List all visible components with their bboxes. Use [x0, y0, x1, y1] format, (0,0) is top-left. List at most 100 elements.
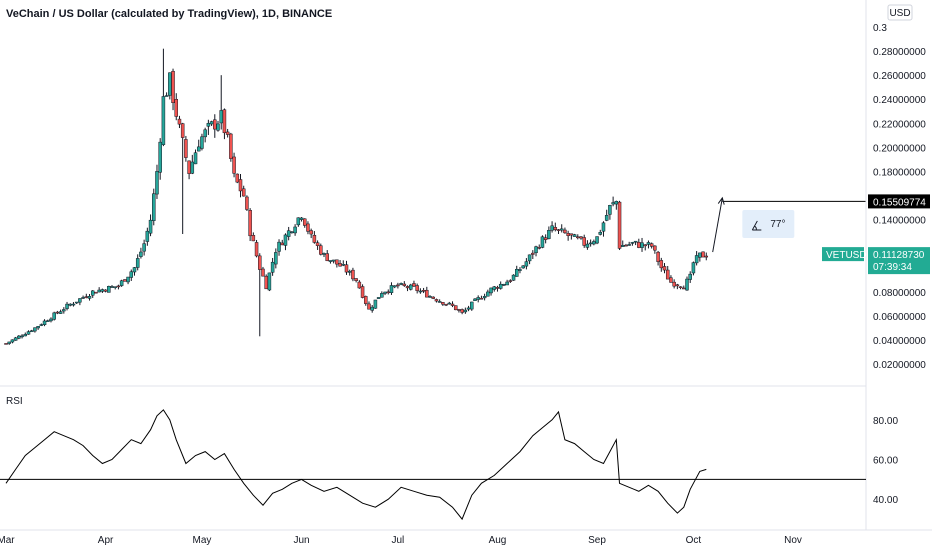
- candle-body: [537, 247, 541, 249]
- candle-body: [229, 133, 233, 159]
- candle-body: [94, 291, 98, 294]
- candle-body: [206, 123, 211, 127]
- candle-body: [129, 271, 134, 278]
- candle-body: [367, 303, 371, 310]
- candle-body: [293, 226, 297, 234]
- candle-body: [258, 255, 262, 270]
- candle-body: [296, 217, 301, 226]
- candle-body: [492, 286, 497, 290]
- candle-body: [531, 252, 535, 255]
- candle-body: [13, 337, 18, 341]
- candle-body: [547, 230, 551, 239]
- candle-body: [20, 335, 24, 338]
- candle-body: [402, 283, 407, 286]
- candle-body: [441, 302, 445, 305]
- candle-body: [277, 241, 281, 252]
- candle-body: [380, 293, 384, 298]
- candle-body: [100, 289, 105, 292]
- price-tick-label: 0.06000000: [873, 312, 926, 323]
- symbol-tag: VETUSD: [826, 250, 867, 261]
- candle-body: [216, 123, 220, 131]
- candle-body: [540, 236, 545, 248]
- time-tick-label: Nov: [784, 535, 802, 546]
- candle-body: [90, 290, 95, 296]
- candle-body: [155, 171, 159, 195]
- candle-body: [46, 320, 50, 322]
- candle-body: [174, 99, 178, 117]
- candle-body: [36, 326, 40, 329]
- candle-body: [71, 303, 76, 306]
- candle-body: [33, 327, 37, 332]
- candle-body: [309, 230, 313, 235]
- price-tick-label: 0.04000000: [873, 336, 926, 347]
- candle-body: [161, 96, 166, 145]
- candle-body: [569, 233, 574, 236]
- candle-body: [601, 222, 606, 232]
- candle-body: [701, 251, 705, 258]
- candle-body: [203, 129, 207, 138]
- candle-body: [245, 196, 249, 210]
- candle-body: [559, 228, 564, 231]
- chart-title: VeChain / US Dollar (calculated by Tradi…: [6, 8, 332, 20]
- time-tick-label: Jun: [293, 535, 309, 546]
- candle-body: [325, 253, 329, 262]
- candle-body: [7, 341, 11, 344]
- projection-arrow[interactable]: [712, 196, 725, 253]
- candle-body: [514, 268, 519, 277]
- candle-body: [184, 139, 188, 158]
- candle-body: [373, 299, 378, 309]
- candle-body: [682, 287, 686, 290]
- price-tick-label: 0.22000000: [873, 119, 926, 130]
- last-price-tag: 0.11128730: [873, 250, 925, 261]
- candle-body: [672, 281, 676, 287]
- candle-body: [646, 242, 651, 245]
- candle-body: [386, 291, 391, 294]
- candle-body: [470, 301, 474, 310]
- candle-body: [592, 241, 596, 245]
- candle-body: [84, 296, 89, 298]
- candle-body: [290, 231, 294, 234]
- time-tick-label: Aug: [489, 535, 507, 546]
- countdown-tag: 07:39:34: [873, 262, 912, 273]
- candle-body: [669, 277, 673, 283]
- candle-body: [479, 297, 484, 300]
- candle-body: [694, 255, 699, 264]
- candle-body: [306, 223, 310, 232]
- candle-body: [621, 245, 625, 247]
- candle-body: [135, 258, 140, 268]
- candle-body: [563, 229, 567, 234]
- candle-body: [450, 303, 455, 306]
- candle-body: [29, 330, 34, 333]
- candle-body: [261, 268, 265, 277]
- symbol-tag-box: [822, 247, 864, 262]
- candle-body: [341, 264, 346, 266]
- candle-body: [235, 173, 240, 183]
- candle-body: [123, 279, 127, 282]
- arrow-shaft: [712, 197, 723, 253]
- candle-body: [389, 285, 394, 293]
- candle-body: [87, 296, 92, 299]
- candle-body: [180, 123, 185, 138]
- candle-body: [17, 335, 21, 339]
- candle-body: [42, 320, 47, 325]
- horizontal-line-tag-label: 0.15509774: [873, 197, 926, 208]
- candle-body: [511, 274, 516, 281]
- candle-body: [267, 272, 272, 291]
- candle-body: [399, 283, 403, 285]
- currency-button[interactable]: USD: [887, 4, 913, 21]
- candle-body: [319, 245, 323, 255]
- candle-body: [418, 290, 423, 293]
- angle-annotation[interactable]: 77°: [742, 209, 795, 238]
- rsi-axis[interactable]: 80.00 60.00 40.00: [873, 416, 898, 506]
- candle-body: [315, 242, 320, 246]
- candle-body: [225, 131, 230, 135]
- time-axis[interactable]: Mar Apr May Jun Jul Aug Sep Oct Nov: [0, 535, 802, 546]
- candle-body: [322, 253, 326, 255]
- candle-body: [434, 299, 439, 302]
- candle-body: [145, 230, 150, 242]
- candle-body: [148, 219, 153, 234]
- candle-body: [598, 232, 603, 235]
- candle-body: [213, 119, 217, 130]
- candle-body: [486, 291, 490, 297]
